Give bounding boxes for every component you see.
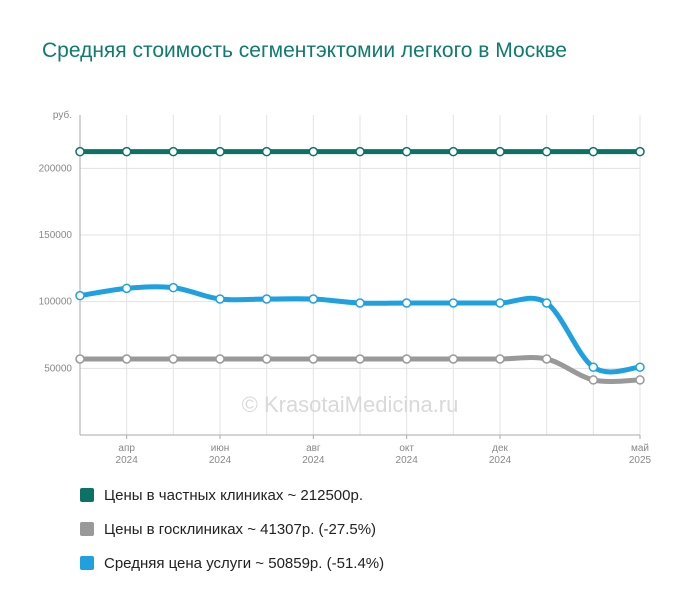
legend-swatch-average xyxy=(80,556,94,570)
data-point-0 xyxy=(495,146,505,157)
data-point-0 xyxy=(588,146,599,157)
data-point-0 xyxy=(75,146,85,157)
legend-swatch-public xyxy=(80,522,94,536)
data-point-0 xyxy=(401,146,412,157)
x-tick-label-month: июн xyxy=(211,443,230,454)
data-point-2 xyxy=(588,362,599,372)
x-tick-label-month: дек xyxy=(492,443,508,454)
data-point-2 xyxy=(215,294,225,304)
data-point-1 xyxy=(215,354,225,364)
data-point-2 xyxy=(401,298,412,308)
y-unit-label: руб. xyxy=(53,109,72,121)
data-point-2 xyxy=(121,283,132,294)
data-point-1 xyxy=(448,354,459,364)
data-point-1 xyxy=(75,354,85,364)
x-tick-label-month: апр xyxy=(118,443,135,454)
data-point-2 xyxy=(308,294,319,304)
data-point-2 xyxy=(261,294,272,304)
data-point-1 xyxy=(355,354,365,364)
data-point-0 xyxy=(541,146,552,157)
y-tick-label: 50000 xyxy=(44,363,72,374)
x-tick-label-month: май xyxy=(631,443,649,454)
data-point-0 xyxy=(308,146,319,157)
x-tick-label-year: 2024 xyxy=(489,455,512,466)
x-tick-label-month: окт xyxy=(399,443,414,454)
y-tick-label: 100000 xyxy=(39,297,73,308)
data-point-0 xyxy=(355,146,365,157)
chart-title: Средняя стоимость сегментэктомии легкого… xyxy=(42,39,567,62)
watermark: © KrasotaiMedicina.ru xyxy=(242,392,459,417)
data-point-1 xyxy=(635,375,645,385)
legend-label-private: Цены в частных клиниках ~ 212500р. xyxy=(104,486,363,504)
legend: Цены в частных клиниках ~ 212500р. Цены … xyxy=(80,478,384,580)
data-point-2 xyxy=(495,298,505,308)
data-point-0 xyxy=(448,146,459,157)
grid xyxy=(80,115,641,435)
legend-item-private[interactable]: Цены в частных клиниках ~ 212500р. xyxy=(80,478,384,512)
data-point-2 xyxy=(168,282,179,293)
data-point-0 xyxy=(121,146,132,157)
legend-label-average: Средняя цена услуги ~ 50859р. (-51.4%) xyxy=(104,554,385,572)
legend-label-public: Цены в госклиниках ~ 41307р. (-27.5%) xyxy=(104,520,377,538)
legend-item-average[interactable]: Средняя цена услуги ~ 50859р. (-51.4%) xyxy=(80,546,384,580)
data-point-1 xyxy=(495,354,505,364)
x-tick-label-year: 2024 xyxy=(302,455,325,466)
data-point-2 xyxy=(355,298,365,308)
x-tick-label-month: авг xyxy=(306,443,321,454)
data-point-1 xyxy=(261,354,272,364)
data-point-0 xyxy=(168,146,179,157)
data-point-1 xyxy=(168,354,179,364)
data-point-0 xyxy=(635,146,645,157)
legend-item-public[interactable]: Цены в госклиниках ~ 41307р. (-27.5%) xyxy=(80,512,384,546)
data-point-2 xyxy=(635,362,645,372)
data-point-2 xyxy=(75,290,85,301)
legend-swatch-private xyxy=(80,488,94,502)
x-tick-label-year: 2024 xyxy=(209,455,232,466)
x-tick-label-year: 2024 xyxy=(396,455,419,466)
data-point-0 xyxy=(261,146,272,157)
x-tick-label-year: 2025 xyxy=(629,455,652,466)
data-point-1 xyxy=(308,354,319,364)
data-point-2 xyxy=(541,298,552,308)
data-point-1 xyxy=(401,354,412,364)
x-tick-label-year: 2024 xyxy=(116,455,139,466)
data-point-1 xyxy=(121,354,132,364)
data-point-2 xyxy=(448,298,459,308)
data-point-1 xyxy=(588,375,599,385)
axes: 50000100000150000200000руб.апр2024июн202… xyxy=(39,109,652,466)
data-point-0 xyxy=(215,146,225,157)
data-point-1 xyxy=(541,354,552,364)
y-tick-label: 150000 xyxy=(39,230,73,241)
markers xyxy=(75,146,645,385)
y-tick-label: 200000 xyxy=(39,163,73,174)
